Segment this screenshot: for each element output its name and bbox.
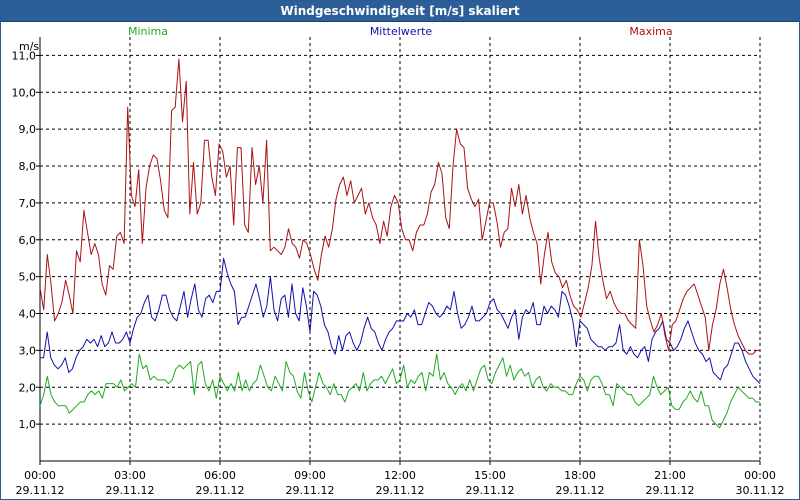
- y-tick-labels: 1,0 2,0 3,0 4,0 5,0 6,0 7,0 8,0 9,0 10,0 11,0: [12, 49, 40, 431]
- x-tick-date: 29.11.12: [196, 484, 245, 497]
- x-tick-date: 29.11.12: [376, 484, 425, 497]
- x-tick-time: 18:00: [564, 469, 596, 482]
- y-axis-unit-label: m/s: [19, 40, 39, 53]
- legend-mittelwerte: Mittelwerte: [370, 25, 433, 38]
- legend-maxima: Maxima: [629, 25, 672, 38]
- x-tick-date: 29.11.12: [556, 484, 605, 497]
- x-tick-time: 12:00: [384, 469, 416, 482]
- x-tick-labels: 00:00 29.11.12 03:00 29.11.12 06:00 29.11.12 0…: [16, 461, 785, 497]
- x-tick-time: 15:00: [474, 469, 506, 482]
- y-tick-label: 7,0: [19, 197, 37, 210]
- x-tick-date: 29.11.12: [466, 484, 515, 497]
- y-tick-label: 8,0: [19, 160, 37, 173]
- legend-minima: Minima: [128, 25, 168, 38]
- x-tick-time: 09:00: [294, 469, 326, 482]
- x-tick-time: 00:00: [24, 469, 56, 482]
- x-tick-date: 29.11.12: [106, 484, 155, 497]
- x-tick-date: 30.11.12: [736, 484, 785, 497]
- x-tick-time: 03:00: [114, 469, 146, 482]
- x-tick-date: 29.11.12: [16, 484, 65, 497]
- window-title: Windgeschwindigkeit [m/s] skaliert: [1, 1, 799, 22]
- series-lines: [39, 58, 761, 429]
- x-tick-time: 06:00: [204, 469, 236, 482]
- y-tick-label: 6,0: [19, 234, 37, 247]
- y-tick-label: 11,0: [12, 49, 37, 62]
- y-tick-label: 2,0: [19, 381, 37, 394]
- x-tick-time: 00:00: [744, 469, 776, 482]
- y-tick-label: 10,0: [12, 86, 37, 99]
- series-line-maxima: [39, 58, 760, 355]
- y-tick-label: 3,0: [19, 344, 37, 357]
- y-tick-label: 4,0: [19, 308, 37, 321]
- x-tick-date: 29.11.12: [286, 484, 335, 497]
- y-tick-label: 1,0: [19, 418, 37, 431]
- series-line-minima: [39, 353, 760, 429]
- gridlines: [40, 37, 761, 461]
- x-tick-time: 21:00: [654, 469, 686, 482]
- series-line-mittelwerte: [40, 257, 761, 384]
- y-tick-label: 5,0: [19, 271, 37, 284]
- y-tick-label: 9,0: [19, 123, 37, 136]
- x-tick-date: 29.11.12: [646, 484, 695, 497]
